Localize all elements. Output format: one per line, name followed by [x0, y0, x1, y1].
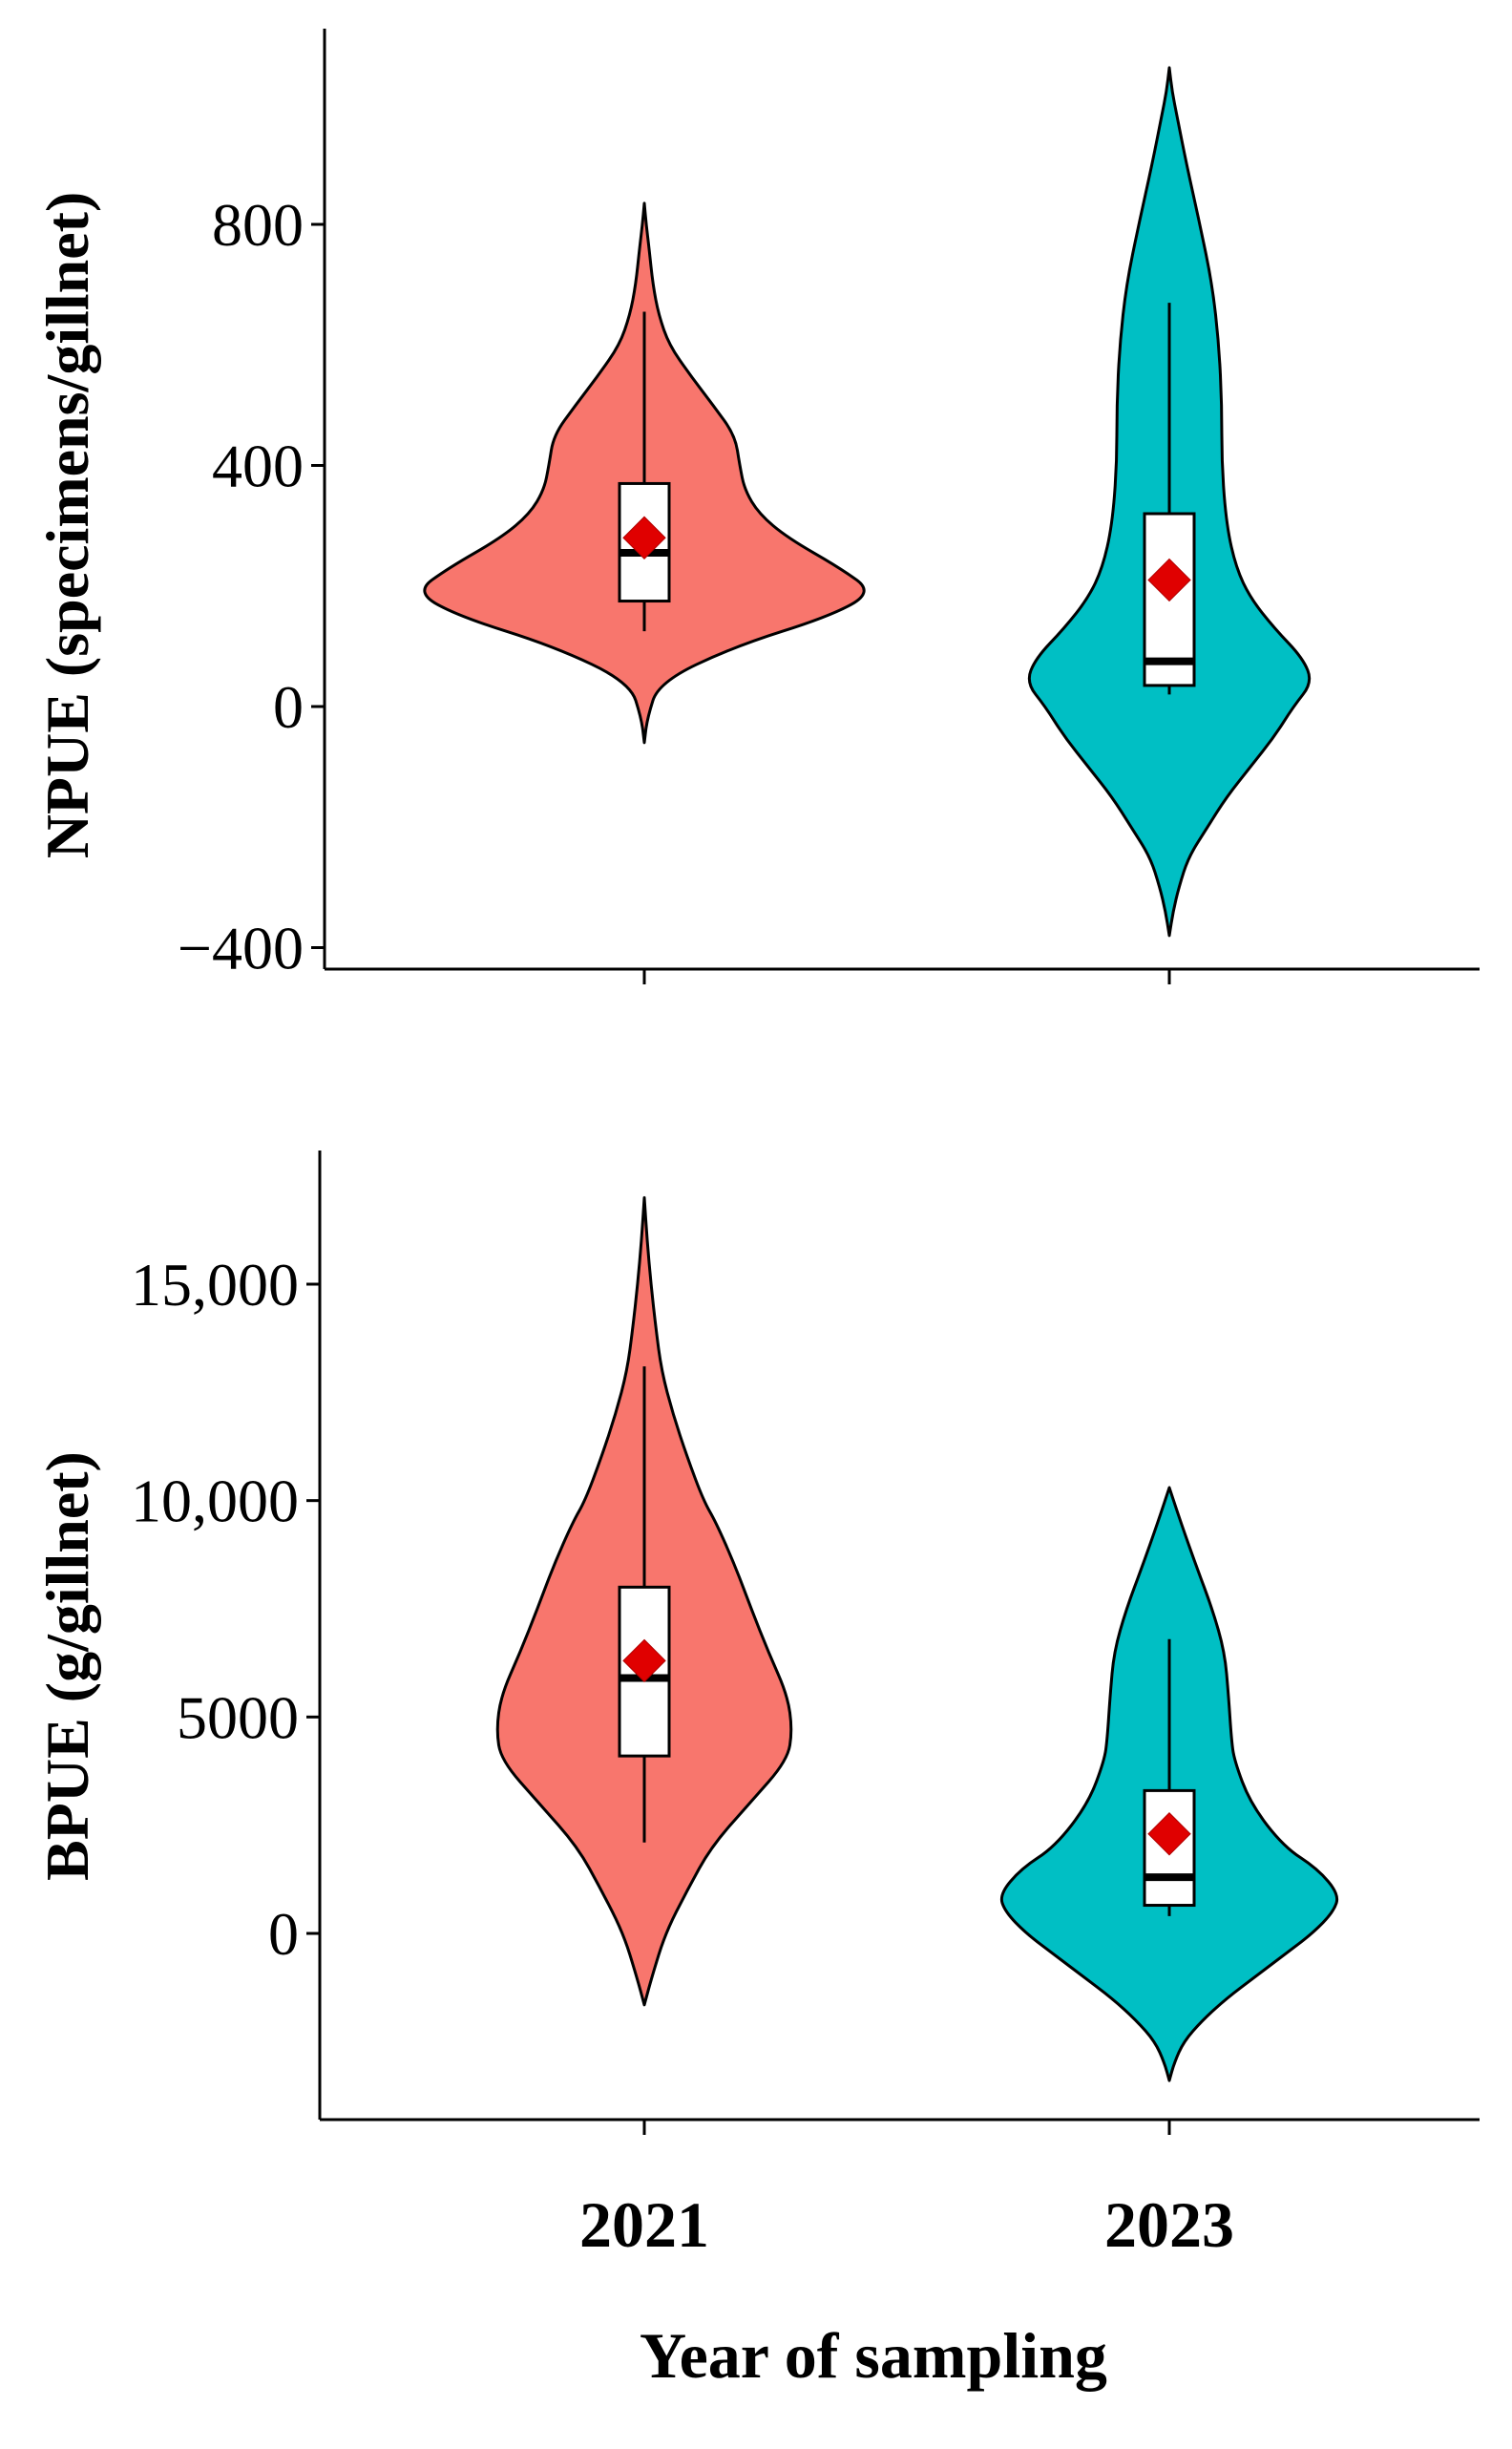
y-axis-title: BPUE (g/gillnet) [33, 1451, 101, 1881]
x-tick-label-2023: 2023 [1104, 2188, 1234, 2261]
y-tick-label: 10,000 [131, 1467, 299, 1535]
bpue-panel: 0 5000 10,000 15,000 BPUE (g/gillnet) [33, 1151, 1480, 2135]
y-tick-label: 0 [273, 673, 304, 741]
mean-marker-2021 [622, 1638, 666, 1683]
y-tick-label: 400 [212, 433, 304, 500]
y-axis-title: NPUE (specimens/gillnet) [33, 192, 101, 859]
mean-marker-2021 [622, 516, 666, 559]
y-tick-label: 800 [212, 191, 304, 259]
mean-marker-2023 [1147, 558, 1191, 602]
y-tick-label: 0 [268, 1900, 299, 1968]
x-axis-title: Year of sampling [640, 2319, 1107, 2392]
y-tick-label: 5000 [177, 1683, 299, 1751]
y-tick-label: 15,000 [131, 1251, 299, 1319]
npue-panel: −400 0 400 800 NPUE (specimens/gillnet) [33, 29, 1480, 984]
mean-marker-2023 [1147, 1812, 1191, 1856]
x-tick-label-2021: 2021 [579, 2188, 709, 2261]
y-tick-label: −400 [178, 915, 304, 982]
